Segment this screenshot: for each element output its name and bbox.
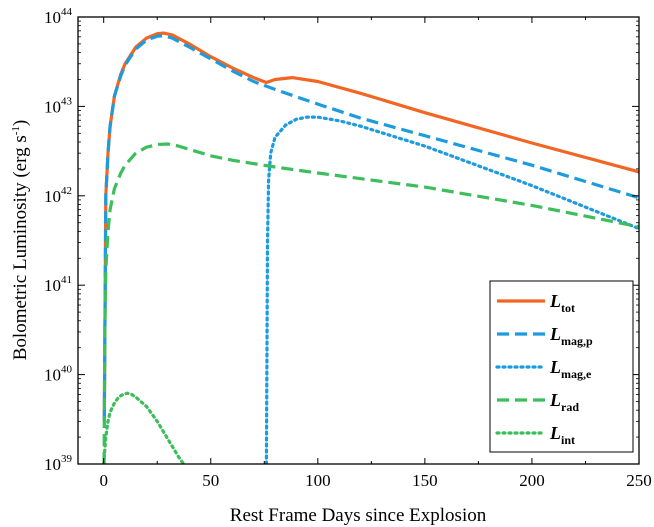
series-line-int	[102, 391, 186, 464]
x-tick-label: 250	[626, 471, 652, 490]
legend-label-sub: mag,p	[561, 334, 593, 348]
x-tick-label: 150	[412, 471, 438, 490]
y-axis-title-sup: -1	[10, 126, 22, 135]
y-tick-base: 10	[44, 276, 61, 295]
series-line-tot	[102, 31, 639, 422]
x-axis-title: Rest Frame Days since Explosion	[230, 505, 487, 526]
y-axis-title-main: Bolometric Luminosity (erg s	[10, 135, 31, 360]
legend-label-tot: Ltot	[549, 291, 575, 315]
y-tick-label: 1041	[44, 274, 72, 295]
x-tick-label: 200	[519, 471, 545, 490]
y-tick-exp: 44	[61, 6, 73, 18]
legend-label-mag-p: Lmag,p	[549, 324, 593, 348]
legend-label-rad: Lrad	[549, 390, 579, 414]
legend-label-main: L	[549, 390, 561, 410]
y-tick-label: 1044	[44, 6, 73, 27]
x-tick-label: 50	[202, 471, 219, 490]
legend-label-sub: mag,e	[561, 367, 592, 381]
legend-label-main: L	[549, 324, 561, 344]
y-tick-base: 10	[44, 97, 61, 116]
legend-label-main: L	[549, 423, 561, 443]
legend-label-int: Lint	[549, 423, 575, 447]
series-layer	[102, 31, 639, 464]
legend-label-main: L	[549, 291, 561, 311]
x-axis: 0 50 100 150 200 250	[99, 17, 652, 490]
series-line-rad	[102, 142, 639, 464]
y-tick-label: 1043	[44, 95, 73, 116]
y-axis-title-close: )	[10, 120, 31, 126]
y-tick-base: 10	[44, 8, 61, 27]
legend-label-main: L	[549, 357, 561, 377]
y-tick-base: 10	[44, 455, 61, 474]
x-tick-label: 100	[305, 471, 331, 490]
series-line-mag-e	[264, 115, 639, 464]
legend-label-mag-e: Lmag,e	[549, 357, 592, 381]
y-tick-exp: 41	[61, 274, 72, 286]
y-tick-exp: 42	[61, 185, 72, 197]
legend-label-sub: int	[561, 433, 575, 447]
plot-frame	[77, 16, 640, 465]
x-tick-label: 0	[99, 471, 108, 490]
y-tick-base: 10	[44, 366, 61, 385]
y-tick-exp: 39	[61, 453, 73, 465]
y-tick-base: 10	[44, 187, 61, 206]
series-line-mag-p	[102, 34, 639, 422]
y-tick-label: 1039	[44, 453, 73, 474]
y-tick-label: 1042	[44, 185, 72, 206]
y-axis-title: Bolometric Luminosity (erg s-1)	[10, 120, 31, 361]
y-tick-exp: 40	[61, 364, 73, 376]
legend-label-sub: rad	[561, 400, 579, 414]
y-tick-label: 1040	[44, 364, 73, 385]
legend-label-sub: tot	[561, 301, 575, 315]
y-tick-exp: 43	[61, 95, 73, 107]
